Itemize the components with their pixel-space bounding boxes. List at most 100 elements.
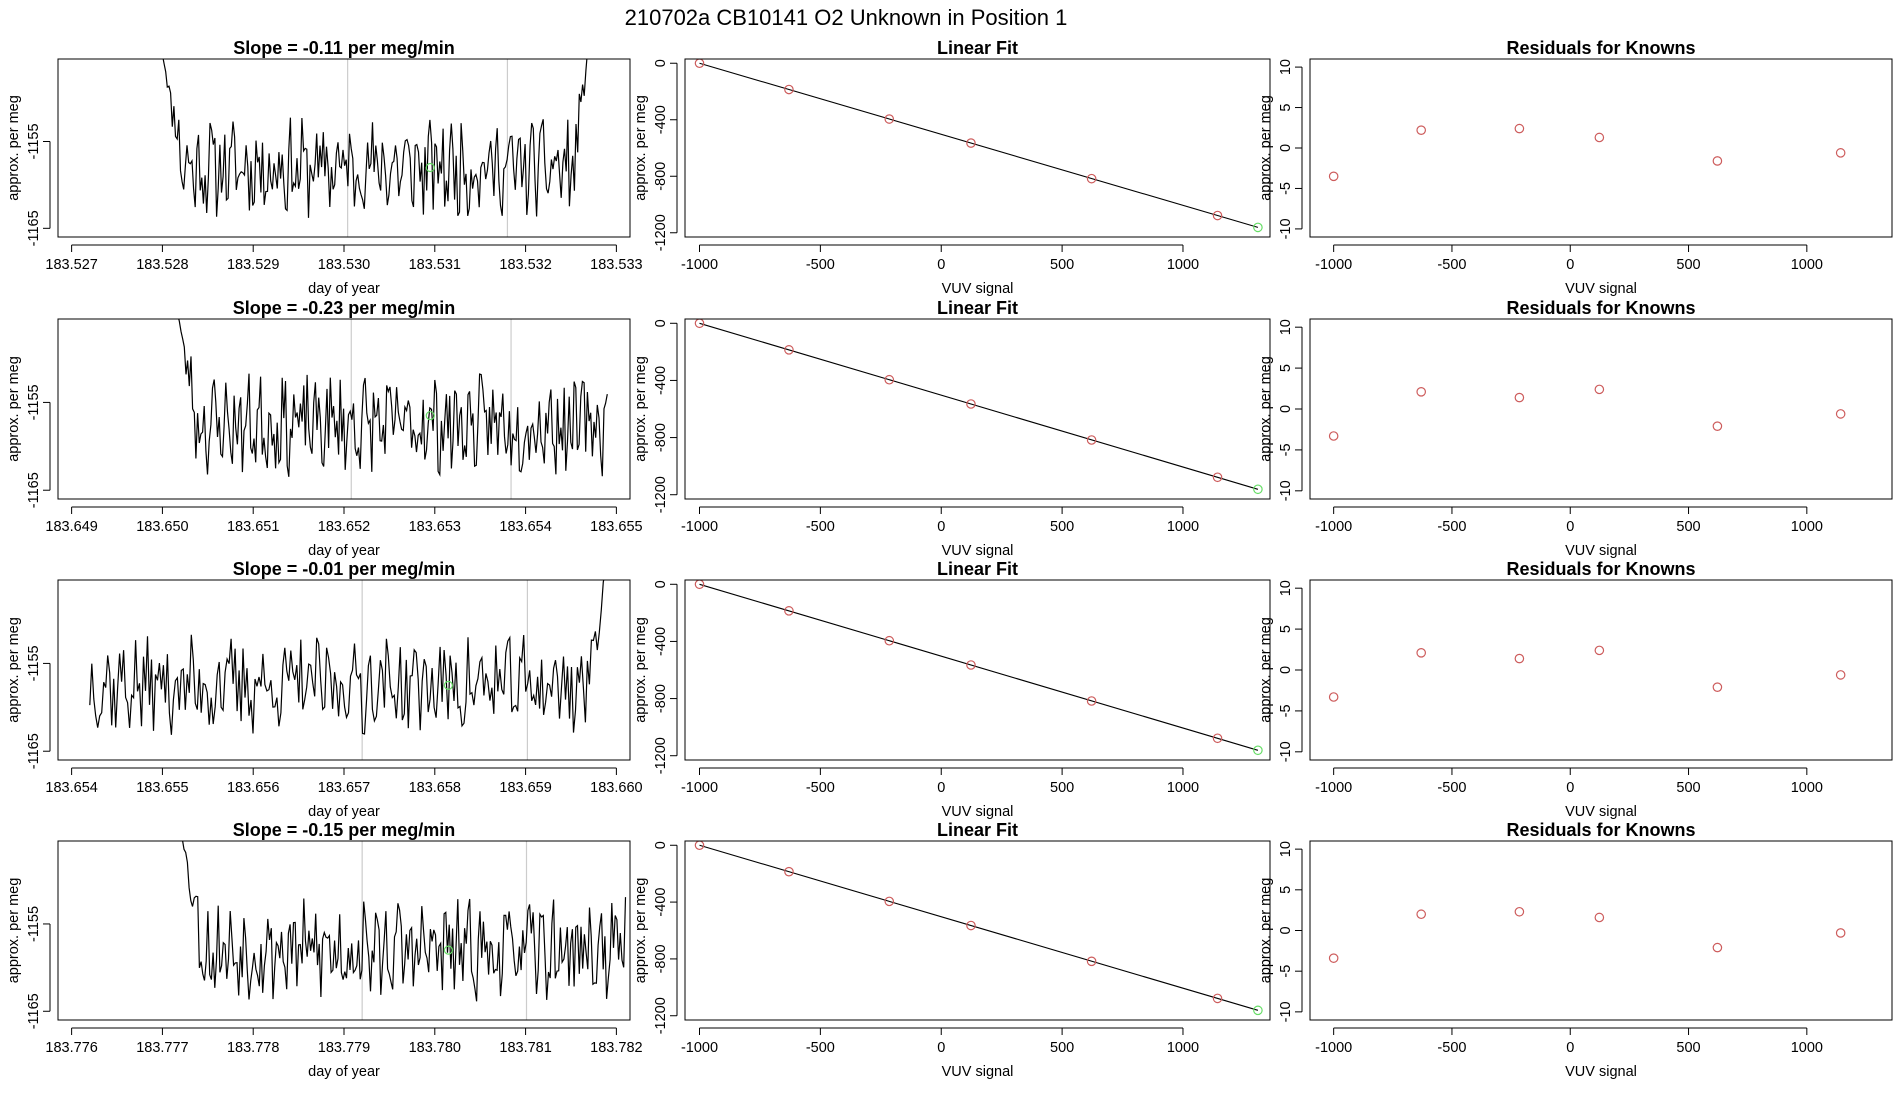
known-point [784, 866, 794, 877]
figure-title: 210702a CB10141 O2 Unknown in Position 1 [625, 5, 1068, 30]
x-tick-label: 183.649 [45, 519, 97, 535]
known-point [1212, 210, 1223, 221]
y-tick-label: 0 [1278, 666, 1294, 674]
panel-title: Residuals for Knowns [1506, 820, 1695, 840]
unknown-marker [443, 945, 454, 955]
x-tick-label: -1000 [1315, 257, 1352, 273]
series-line [162, 59, 588, 218]
plot-frame [1309, 840, 1893, 1021]
x-tick-label: 183.652 [318, 519, 370, 535]
y-tick-label: -1200 [653, 737, 669, 774]
x-tick-label: -1000 [1315, 1040, 1352, 1056]
x-tick-label: -500 [806, 257, 835, 273]
y-axis-label: approx. per meg [633, 617, 649, 723]
known-point [1835, 928, 1846, 938]
x-tick-label: 183.528 [136, 257, 188, 273]
panel-title: Slope = -0.01 per meg/min [233, 559, 456, 579]
known-point [1712, 421, 1723, 431]
y-tick-label: -400 [653, 105, 669, 134]
known-point [966, 399, 976, 409]
known-point [1416, 387, 1426, 397]
y-tick-label: 10 [1278, 59, 1294, 75]
x-tick-label: 0 [1566, 1040, 1574, 1056]
x-tick-label: 183.527 [45, 257, 97, 273]
x-axis-label: day of year [308, 543, 380, 559]
x-tick-label: 500 [1050, 780, 1074, 796]
y-tick-label: -1155 [26, 645, 42, 681]
x-tick-label: 183.653 [409, 519, 461, 535]
x-tick-label: -500 [1437, 257, 1466, 273]
known-point [784, 84, 794, 95]
x-tick-label: -1000 [681, 780, 718, 796]
panel-grid: Slope = -0.11 per meg/min 183.527 183.528 1… [6, 38, 1893, 1080]
x-tick-label: -1000 [681, 519, 718, 535]
known-point [1416, 648, 1426, 658]
y-tick-label: -400 [653, 627, 669, 656]
panel-title: Slope = -0.11 per meg/min [233, 38, 455, 58]
unknown-point [1253, 222, 1263, 233]
series-line [182, 841, 627, 1002]
y-tick-label: 10 [1278, 580, 1294, 596]
y-tick-label: -1200 [653, 214, 669, 251]
x-tick-label: -1000 [1315, 780, 1352, 796]
x-axis: -1000 -500 0 500 1000 [1315, 244, 1823, 273]
x-tick-label: 183.657 [318, 780, 370, 796]
x-tick-label: 1000 [1791, 519, 1823, 535]
panel-title: Residuals for Knowns [1506, 559, 1695, 579]
y-tick-label: -800 [653, 423, 669, 452]
x-tick-label: -500 [806, 1040, 835, 1056]
known-point [1712, 682, 1723, 692]
plot-frame [684, 318, 1271, 500]
y-tick-label: 5 [1278, 886, 1294, 894]
x-axis: -1000 -500 0 500 1000 [681, 1027, 1199, 1056]
known-point [1712, 942, 1723, 953]
x-tick-label: 183.776 [45, 1040, 97, 1056]
x-tick-label: 0 [1566, 257, 1574, 273]
y-tick-label: -400 [653, 888, 669, 917]
known-point [1594, 645, 1605, 656]
known-point [884, 635, 895, 646]
x-tick-label: -500 [806, 519, 835, 535]
x-tick-label: -1000 [1315, 519, 1352, 535]
y-tick-label: 0 [653, 580, 669, 588]
y-axis: 0 -400 -800 -1200 [653, 59, 678, 251]
x-axis: 183.649 183.650 183.651 183.652 183.653 183.6… [45, 506, 643, 535]
y-tick-label: -800 [653, 944, 669, 973]
known-point [1086, 696, 1097, 706]
x-axis: -1000 -500 0 500 1000 [1315, 506, 1823, 535]
y-axis: -1155 -1165 [26, 906, 51, 1029]
known-point [784, 606, 794, 616]
x-axis-label: VUV signal [1565, 1064, 1637, 1080]
x-tick-label: 183.654 [45, 780, 97, 796]
known-point [884, 896, 895, 907]
known-point [1514, 123, 1525, 134]
y-axis: -1155 -1165 [26, 123, 51, 246]
x-tick-label: 183.777 [136, 1040, 188, 1056]
x-tick-label: 183.660 [590, 780, 642, 796]
x-tick-label: 1000 [1791, 1040, 1823, 1056]
known-point [966, 920, 976, 931]
y-axis-label: approx. per meg [1258, 356, 1274, 462]
known-point [1328, 431, 1339, 441]
y-tick-label: 0 [1278, 144, 1294, 152]
x-tick-label: 183.656 [227, 780, 279, 796]
y-tick-label: 5 [1278, 625, 1294, 633]
y-tick-label: 0 [1278, 405, 1294, 413]
known-point [884, 374, 895, 385]
known-point [1594, 132, 1605, 143]
y-axis: 10 5 0 -5 -10 [1278, 59, 1303, 239]
plot-frame [684, 58, 1271, 238]
x-axis-label: VUV signal [942, 1064, 1014, 1080]
y-tick-label: -10 [1278, 218, 1294, 239]
known-point [1212, 733, 1223, 744]
x-tick-label: 183.532 [499, 257, 551, 273]
panel-title: Residuals for Knowns [1506, 298, 1695, 318]
y-axis-label: approx. per meg [6, 95, 22, 201]
x-tick-label: 0 [937, 1040, 945, 1056]
x-tick-label: 0 [937, 257, 945, 273]
x-tick-label: 500 [1676, 257, 1700, 273]
fit-line [699, 322, 1259, 490]
unknown-point [1253, 1005, 1263, 1016]
x-tick-label: 183.655 [590, 519, 642, 535]
unknown-point [1253, 484, 1263, 495]
